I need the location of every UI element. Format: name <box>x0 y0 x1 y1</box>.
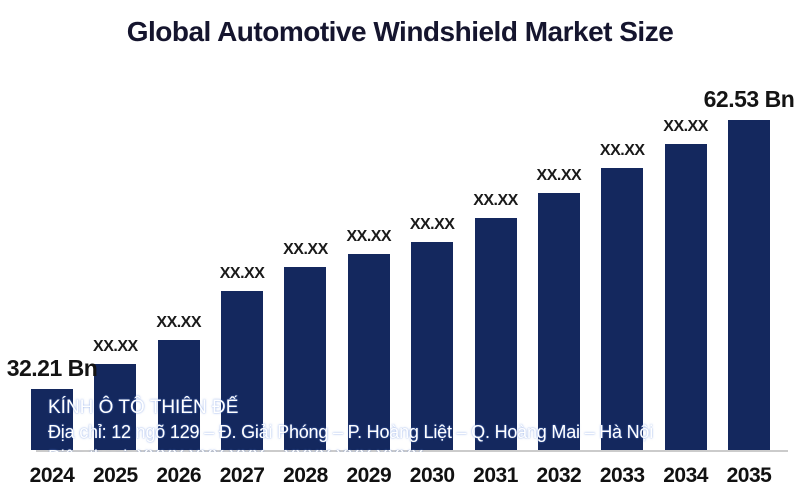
value-label-2031: XX.XX <box>473 192 518 209</box>
x-axis-label-2033: 2033 <box>599 464 645 487</box>
chart-title: Global Automotive Windshield Market Size <box>126 16 674 47</box>
bar-2024 <box>31 389 73 450</box>
bar-2033 <box>601 168 644 450</box>
value-label-2027: XX.XX <box>219 265 265 282</box>
x-axis-label-2034: 2034 <box>663 464 708 487</box>
x-axis-label-2031: 2031 <box>473 464 518 487</box>
bar-2034 <box>664 144 707 450</box>
value-label-2030: XX.XX <box>409 216 455 233</box>
value-label-2034: XX.XX <box>663 118 708 135</box>
x-axis-label-2026: 2026 <box>156 464 202 487</box>
bar-2026 <box>157 340 200 450</box>
value-label-2029: XX.XX <box>346 228 392 245</box>
value-label-2035: 62.53 Bn <box>703 86 795 112</box>
x-axis-label-2028: 2028 <box>283 464 328 487</box>
value-label-2026: XX.XX <box>156 314 202 331</box>
x-axis-label-2032: 2032 <box>536 464 582 487</box>
x-axis-label-2025: 2025 <box>93 464 138 487</box>
bar-2030 <box>411 242 454 450</box>
bar-2035 <box>727 120 770 450</box>
x-axis-label-2030: 2030 <box>409 464 455 487</box>
bar-2029 <box>347 254 390 450</box>
x-axis-label-2035: 2035 <box>726 464 772 487</box>
x-axis-label-2029: 2029 <box>346 464 392 487</box>
bar-2032 <box>537 193 580 450</box>
bar-2031 <box>474 218 517 450</box>
value-label-2033: XX.XX <box>599 142 645 159</box>
value-label-2025: XX.XX <box>93 338 138 355</box>
value-label-2028: XX.XX <box>283 241 328 258</box>
value-label-2032: XX.XX <box>536 167 582 184</box>
x-axis-line <box>36 450 788 452</box>
x-axis-label-2024: 2024 <box>29 464 75 487</box>
bar-2027 <box>221 291 264 450</box>
x-axis-label-2027: 2027 <box>219 464 265 487</box>
value-label-2024: 32.21 Bn <box>6 355 98 381</box>
bar-2028 <box>284 267 327 450</box>
bar-2025 <box>94 364 137 450</box>
